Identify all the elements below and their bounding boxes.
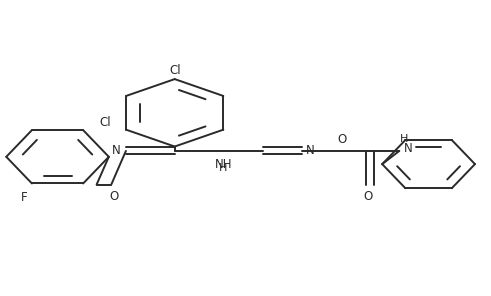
Text: N: N (404, 141, 413, 155)
Text: NH: NH (215, 158, 232, 171)
Text: N: N (112, 144, 121, 157)
Text: O: O (109, 190, 118, 203)
Text: H: H (400, 133, 409, 144)
Text: N: N (305, 144, 314, 157)
Text: H: H (219, 163, 228, 173)
Text: Cl: Cl (99, 116, 111, 129)
Text: O: O (337, 133, 347, 146)
Text: Cl: Cl (169, 64, 181, 77)
Text: F: F (21, 191, 28, 204)
Text: O: O (363, 190, 372, 203)
